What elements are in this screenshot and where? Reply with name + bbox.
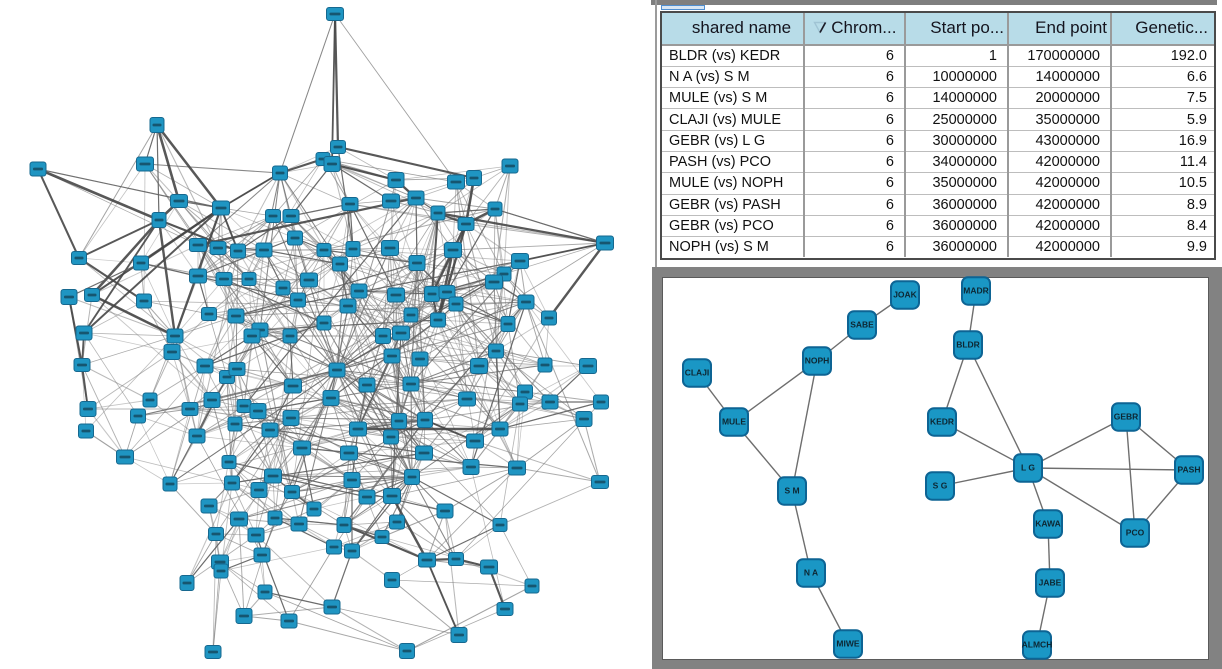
svg-text:KAWA: KAWA	[1035, 519, 1061, 529]
svg-text:S M: S M	[784, 486, 799, 496]
svg-text:CLAJI: CLAJI	[685, 368, 710, 378]
svg-text:PASH: PASH	[1178, 465, 1201, 475]
svg-text:KEDR: KEDR	[930, 417, 954, 427]
svg-text:S G: S G	[933, 481, 948, 491]
svg-text:L G: L G	[1021, 463, 1035, 473]
svg-text:PCO: PCO	[1126, 528, 1145, 538]
svg-text:BLDR: BLDR	[956, 340, 980, 350]
svg-text:MADR: MADR	[963, 286, 989, 296]
svg-text:NOPH: NOPH	[805, 356, 830, 366]
svg-text:SABE: SABE	[850, 320, 874, 330]
svg-text:JOAK: JOAK	[893, 290, 917, 300]
svg-text:MIWE: MIWE	[836, 639, 859, 649]
svg-text:JABE: JABE	[1039, 578, 1062, 588]
svg-text:ALMCH: ALMCH	[1022, 640, 1053, 650]
svg-text:GEBR: GEBR	[1114, 412, 1139, 422]
svg-text:N A: N A	[804, 568, 818, 578]
svg-text:MULE: MULE	[722, 417, 746, 427]
